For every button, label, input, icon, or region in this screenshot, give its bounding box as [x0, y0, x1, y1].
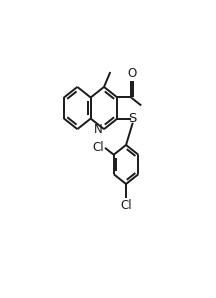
Text: N: N — [94, 123, 103, 136]
Text: Cl: Cl — [93, 141, 104, 154]
Text: S: S — [129, 112, 137, 125]
Text: Cl: Cl — [120, 199, 132, 212]
Text: O: O — [127, 67, 137, 80]
